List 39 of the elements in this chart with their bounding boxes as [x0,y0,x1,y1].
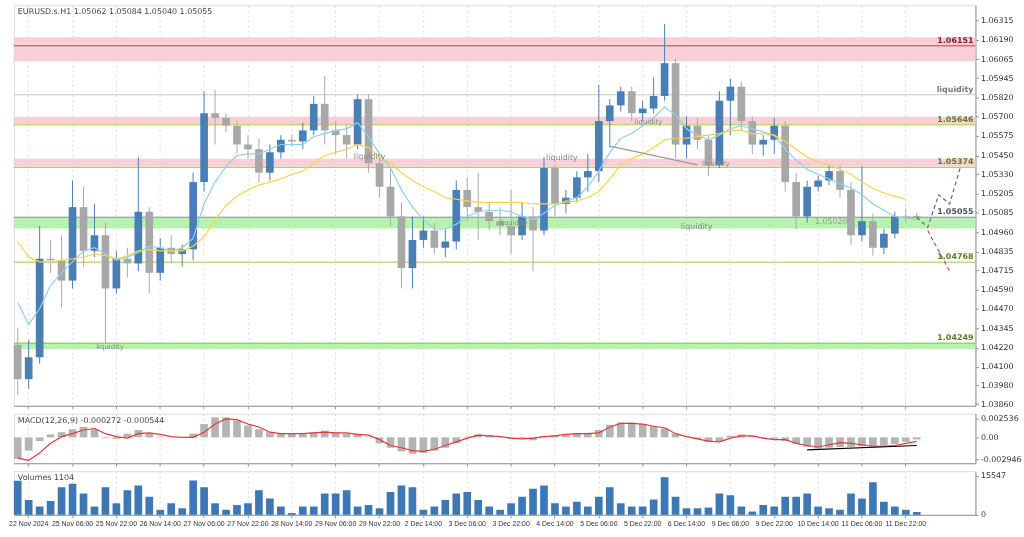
y-tick-label: 1.05330 [980,169,1014,179]
y-tick-label: 1.05085 [980,208,1014,218]
y-tick-label: 1.04715 [980,265,1014,275]
y-tick-label: 1.05700 [980,111,1014,121]
chart-title: Volumes 1104 [17,473,75,483]
y-tick-label: 1.05820 [980,93,1014,103]
y-tick-label: 1.03860 [980,399,1014,409]
y-tick-label: 1.04345 [980,323,1014,333]
y-tick-label: 1.04470 [980,304,1014,314]
y-tick-label: 0.00 [980,432,999,442]
y-tick-label: 1.04835 [980,247,1014,257]
y-tick-label: 1.05945 [980,73,1014,83]
chart-title: MACD(12,26,9) -0.000272 -0.000544 [17,415,165,425]
ref-line-label: 1.04768 [937,252,974,262]
y-tick-label: 1.04960 [980,227,1014,237]
annotation: liquidity [546,153,579,163]
ref-line-label: liquidity [936,84,975,94]
ref-line-label: 1.05055 [937,207,974,217]
y-tick-label: -0.002946 [980,454,1022,464]
annotation: liquidity [680,222,713,232]
ref-line-label: 1.05374 [937,157,974,167]
y-tick-label: 1.06065 [980,54,1014,64]
y-tick-label: 1.05575 [980,131,1014,141]
ref-line-label: 1.04249 [937,333,974,343]
y-tick-label: 1.04220 [980,343,1014,353]
ref-line-label: 1.06151 [937,35,974,45]
chart-title: EURUSD.s.H1 1.05062 1.05084 1.05040 1.05055 [17,7,213,17]
y-tick-label: 1.05450 [980,150,1014,160]
y-tick-label: 0 [980,510,986,520]
y-tick-label: 1.06315 [980,15,1014,25]
y-tick-label: 1.06190 [980,35,1014,45]
y-tick-label: 0.002536 [980,414,1019,424]
y-tick-label: 1.04590 [980,285,1014,295]
y-tick-label: 1.03980 [980,380,1014,390]
ref-line-label: 1.05646 [937,114,974,124]
y-tick-label: 1.05205 [980,189,1014,199]
y-tick-label: 1.04100 [980,362,1014,372]
y-tick-label: 15547 [980,471,1007,481]
annotation: 1.05020 [814,216,848,226]
